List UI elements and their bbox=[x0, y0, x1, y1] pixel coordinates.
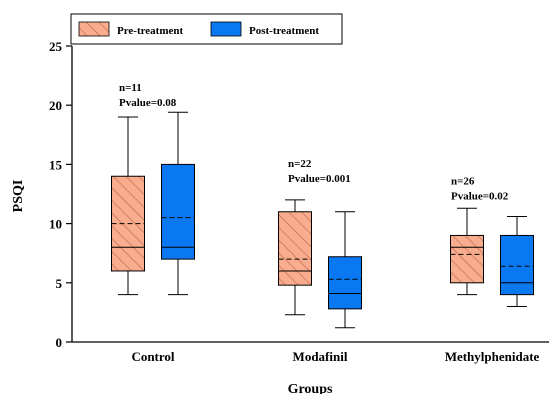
legend: Pre-treatment Post-treatment bbox=[70, 13, 343, 45]
x-ticks: Control Modafinil Methylphenidate bbox=[131, 349, 539, 364]
iqr-box bbox=[500, 234, 534, 296]
x-category-label: Modafinil bbox=[293, 349, 348, 364]
p-value-label: Pvalue=0.001 bbox=[288, 173, 351, 185]
y-tick-label: 10 bbox=[49, 217, 62, 232]
x-axis-label: Groups bbox=[288, 382, 333, 394]
post-treatment-box bbox=[161, 111, 195, 296]
iqr-box bbox=[450, 234, 484, 284]
post-treatment-box bbox=[328, 211, 362, 329]
legend-label-post: Post-treatment bbox=[249, 25, 319, 37]
annotations: n=11 Pvalue=0.08 n=22 Pvalue=0.001 n=26 Pvalu… bbox=[119, 82, 509, 203]
iqr-box bbox=[278, 211, 312, 286]
pre-treatment-box bbox=[278, 199, 312, 316]
iqr-box bbox=[161, 163, 195, 260]
y-ticks: 0 5 10 15 20 25 bbox=[49, 39, 72, 350]
iqr-box bbox=[328, 256, 362, 310]
legend-label-pre: Pre-treatment bbox=[117, 25, 184, 37]
sample-size-label: n=22 bbox=[288, 158, 312, 170]
y-tick-label: 15 bbox=[49, 157, 63, 172]
x-category-label: Methylphenidate bbox=[445, 349, 540, 364]
legend-frame bbox=[70, 13, 343, 45]
x-category-label: Control bbox=[131, 349, 174, 364]
y-tick-label: 5 bbox=[56, 276, 63, 291]
p-value-label: Pvalue=0.08 bbox=[119, 97, 177, 109]
y-tick-label: 25 bbox=[49, 39, 63, 54]
sample-size-label: n=11 bbox=[119, 82, 142, 94]
y-tick-label: 0 bbox=[56, 335, 63, 350]
legend-swatch-post bbox=[210, 21, 242, 37]
pre-treatment-box bbox=[111, 116, 145, 296]
legend-swatch-pre bbox=[78, 21, 110, 37]
y-axis-label: PSQI bbox=[11, 180, 26, 213]
pre-treatment-box bbox=[450, 207, 484, 296]
y-tick-label: 20 bbox=[49, 98, 62, 113]
p-value-label: Pvalue=0.02 bbox=[451, 191, 509, 203]
plot-area bbox=[111, 111, 534, 329]
sample-size-label: n=26 bbox=[451, 176, 475, 188]
post-treatment-box bbox=[500, 215, 534, 307]
